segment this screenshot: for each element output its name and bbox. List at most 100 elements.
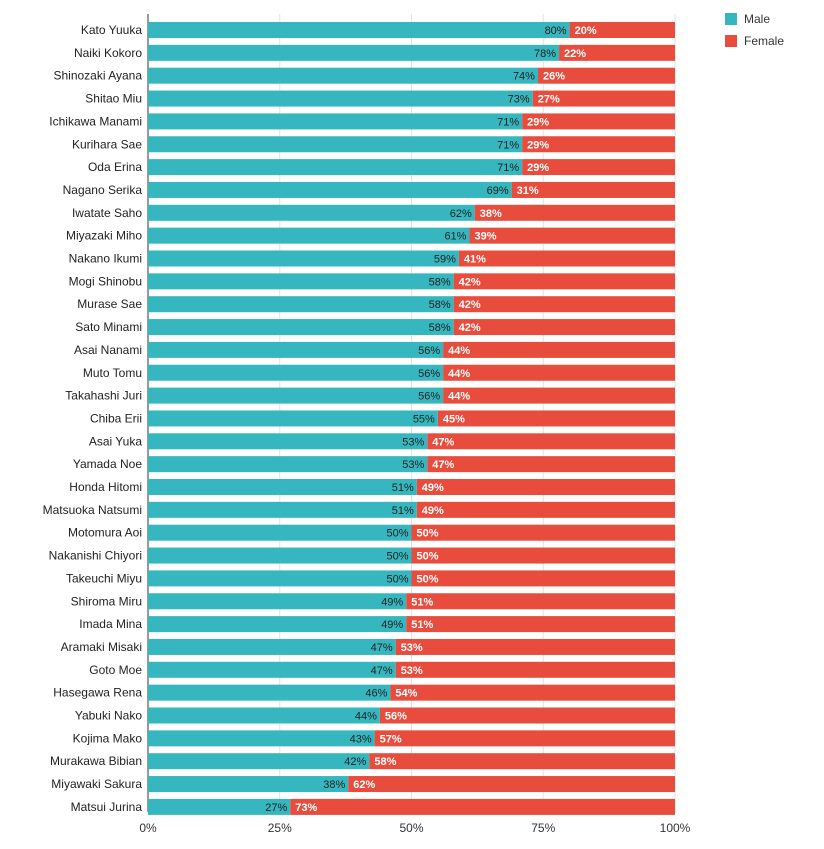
legend-label-female: Female bbox=[744, 34, 784, 48]
category-label: Nakano Ikumi bbox=[69, 252, 142, 266]
value-label-female: 42% bbox=[459, 276, 481, 288]
bar-female bbox=[522, 159, 675, 176]
bar-female bbox=[437, 410, 675, 427]
value-label-male: 58% bbox=[429, 299, 451, 311]
bar-male bbox=[148, 479, 417, 495]
bar-female bbox=[453, 296, 675, 313]
bar-male bbox=[148, 44, 560, 61]
category-label: Shiroma Miru bbox=[71, 594, 142, 608]
value-label-female: 44% bbox=[448, 391, 470, 403]
value-label-female: 39% bbox=[474, 231, 496, 243]
value-label-male: 50% bbox=[386, 551, 408, 563]
bar-male bbox=[148, 341, 444, 358]
bar-female bbox=[453, 273, 675, 290]
value-label-female: 44% bbox=[448, 345, 470, 357]
category-label: Sato Minami bbox=[75, 320, 142, 334]
category-label: Ichikawa Manami bbox=[49, 114, 142, 128]
bar-male bbox=[148, 730, 375, 747]
x-axis: 0% 25% 50% 75% 100% bbox=[139, 821, 690, 835]
bar-female bbox=[374, 730, 675, 747]
category-label: Oda Erina bbox=[88, 160, 142, 174]
value-label-male: 43% bbox=[350, 733, 372, 745]
bar-male bbox=[148, 524, 412, 541]
value-label-female: 47% bbox=[432, 459, 454, 471]
bar-male bbox=[148, 204, 475, 221]
value-label-female: 53% bbox=[401, 665, 423, 677]
value-label-male: 59% bbox=[434, 254, 456, 266]
category-label: Iwatate Saho bbox=[72, 206, 142, 220]
bar-male bbox=[148, 250, 459, 267]
category-label: Mogi Shinobu bbox=[69, 274, 142, 288]
bar-male bbox=[148, 593, 407, 610]
value-label-male: 47% bbox=[371, 642, 393, 654]
value-label-male: 56% bbox=[418, 345, 440, 357]
bar-female bbox=[559, 44, 675, 61]
category-label: Chiba Erii bbox=[90, 411, 142, 425]
category-label: Matsuoka Natsumi bbox=[43, 503, 142, 517]
value-label-female: 47% bbox=[432, 436, 454, 448]
value-label-male: 47% bbox=[371, 665, 393, 677]
category-label: Imada Mina bbox=[79, 617, 142, 631]
category-label: Takeuchi Miyu bbox=[66, 571, 142, 585]
category-label: Asai Nanami bbox=[74, 343, 142, 357]
bar-female bbox=[348, 776, 675, 793]
bars: 80% 20% 78% 22% 74% 26% 73% 27% 71% 29% 71% 29% 71% 2… bbox=[148, 22, 675, 815]
value-label-female: 42% bbox=[459, 322, 481, 334]
value-label-male: 46% bbox=[365, 688, 387, 700]
value-label-male: 73% bbox=[508, 94, 530, 106]
value-label-male: 49% bbox=[381, 596, 403, 608]
bar-male bbox=[148, 798, 291, 815]
bar-male bbox=[148, 638, 396, 655]
category-labels: Kato Yuuka Naiki Kokoro Shinozaki Ayana Shi… bbox=[43, 23, 143, 814]
category-label: Shitao Miu bbox=[85, 92, 142, 106]
value-label-male: 58% bbox=[429, 322, 451, 334]
bar-female bbox=[395, 661, 675, 678]
value-label-female: 45% bbox=[443, 413, 465, 425]
legend-swatch-female bbox=[725, 35, 737, 47]
category-label: Kato Yuuka bbox=[81, 23, 142, 37]
value-label-male: 74% bbox=[513, 71, 535, 83]
value-label-female: 29% bbox=[527, 139, 549, 151]
value-label-male: 53% bbox=[402, 436, 424, 448]
bar-male bbox=[148, 776, 349, 793]
value-label-male: 71% bbox=[497, 139, 519, 151]
bar-female bbox=[411, 570, 675, 587]
bar-male bbox=[148, 753, 370, 770]
bar-male bbox=[148, 22, 570, 38]
value-label-male: 38% bbox=[323, 779, 345, 791]
value-label-male: 42% bbox=[344, 756, 366, 768]
category-label: Shinozaki Ayana bbox=[53, 69, 142, 83]
x-tick-label: 100% bbox=[660, 821, 691, 835]
value-label-male: 49% bbox=[381, 619, 403, 631]
bar-female bbox=[532, 90, 675, 107]
value-label-male: 80% bbox=[545, 25, 567, 37]
bar-female bbox=[427, 433, 675, 450]
category-label: Nakanishi Chiyori bbox=[49, 549, 142, 563]
legend-swatch-male bbox=[725, 13, 737, 25]
bar-male bbox=[148, 410, 438, 427]
value-label-female: 50% bbox=[417, 573, 439, 585]
value-label-male: 56% bbox=[418, 368, 440, 380]
value-label-female: 56% bbox=[385, 711, 407, 723]
bar-female bbox=[379, 707, 675, 724]
bar-female bbox=[406, 616, 675, 633]
value-label-female: 49% bbox=[422, 505, 444, 517]
value-label-male: 61% bbox=[444, 231, 466, 243]
bar-female bbox=[427, 456, 675, 473]
bar-female bbox=[390, 684, 675, 701]
x-tick-label: 0% bbox=[139, 821, 157, 835]
bar-female bbox=[522, 136, 675, 153]
bar-male bbox=[148, 433, 428, 450]
category-label: Yabuki Nako bbox=[75, 709, 142, 723]
category-label: Matsui Jurina bbox=[71, 800, 143, 814]
bar-male bbox=[148, 90, 533, 107]
bar-male bbox=[148, 684, 391, 701]
bar-male bbox=[148, 616, 407, 633]
bar-female bbox=[406, 593, 675, 610]
x-tick-label: 50% bbox=[399, 821, 423, 835]
value-label-male: 69% bbox=[487, 185, 509, 197]
value-label-female: 38% bbox=[480, 208, 502, 220]
category-label: Miyazaki Miho bbox=[66, 229, 142, 243]
value-label-male: 58% bbox=[429, 276, 451, 288]
value-label-female: 50% bbox=[417, 528, 439, 540]
